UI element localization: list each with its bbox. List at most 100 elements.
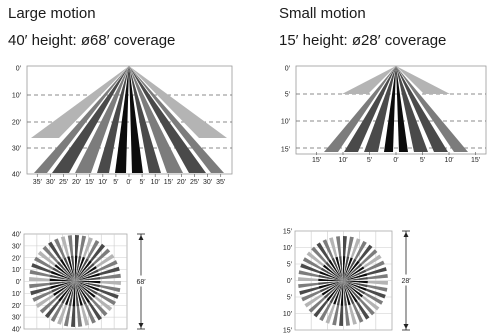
side-y-tick-label: 10′ [12, 93, 22, 100]
diameter-arrow [403, 232, 409, 237]
detection-zone-core [75, 281, 83, 306]
plan-y-tick-label: 15′ [283, 328, 293, 335]
detection-zone-core [335, 256, 343, 281]
detection-beam [384, 66, 396, 152]
plan-y-tick-label: 30′ [12, 315, 22, 322]
detection-zone-core [61, 281, 75, 304]
detection-zone-core [343, 281, 351, 306]
detection-beam [115, 66, 129, 173]
side-x-tick-label: 25′ [190, 179, 200, 186]
detection-zone-core [75, 256, 85, 281]
side-x-tick-label: 20′ [72, 179, 82, 186]
plan-y-tick-label: 5′ [287, 295, 293, 302]
small-motion-side-view: 0′ 5′ 10′ 15′ 15′ 10′ 5′ 0′ 5′ 10′ 15′ [281, 66, 487, 164]
detection-zone-core [75, 263, 95, 281]
detection-zone-core [343, 281, 368, 284]
detection-zone-core [75, 281, 87, 305]
side-x-tick-label: 5′ [113, 179, 119, 186]
detection-zone-core [319, 271, 343, 281]
detection-zone-core [75, 281, 90, 303]
detection-zone-core [343, 257, 353, 281]
side-x-tick-label: 15′ [164, 179, 174, 186]
diameter-arrow [138, 235, 144, 240]
detection-zone-core [75, 273, 100, 281]
detection-zone-core [343, 281, 361, 301]
detection-zone-core [75, 281, 101, 284]
detection-zone-core [65, 281, 75, 306]
side-x-tick-label: 5′ [367, 157, 373, 164]
diameter-label-bg [132, 275, 150, 287]
detection-beam [324, 66, 396, 152]
diameter-label: 68′ [136, 279, 146, 286]
detection-zone-core [329, 281, 343, 304]
detection-zone-core [71, 255, 75, 281]
detection-zone-core [75, 260, 92, 281]
plan-y-tick-label: 10′ [12, 267, 22, 274]
side-x-tick-label: 10′ [151, 179, 161, 186]
side-x-tick-label: 5′ [139, 179, 145, 186]
side-x-tick-label: 10′ [98, 179, 108, 186]
detection-zone-core [343, 258, 357, 281]
detection-beam [396, 66, 468, 152]
plan-y-tick-label: 30′ [12, 243, 22, 250]
large-motion-top-view: 40′ 30′ 20′ 10′ 0′ 10′ 20′ 30′ 40′ 68′ [12, 232, 150, 334]
detection-zone-core [63, 257, 75, 281]
side-x-tick-label: 10′ [338, 157, 348, 164]
side-x-tick-label: 35′ [33, 179, 43, 186]
detection-beam [129, 66, 224, 173]
detection-beam [342, 66, 396, 94]
side-x-tick-label: 15′ [471, 157, 481, 164]
detection-beam [31, 66, 129, 138]
detection-zone-core [336, 281, 343, 306]
detection-zone-core [333, 281, 343, 305]
side-y-tick-label: 20′ [12, 120, 22, 127]
diameter-label-bg [397, 274, 415, 286]
detection-beam [129, 66, 227, 138]
detection-zone-core [57, 261, 75, 281]
detection-zone-core [75, 281, 100, 288]
plan-y-tick-label: 10′ [283, 245, 293, 252]
side-y-tick-label: 15′ [281, 147, 291, 154]
detection-beam [34, 66, 129, 173]
detection-zone-core [318, 278, 343, 281]
detection-zone-core [75, 266, 97, 281]
detection-zone-core [323, 281, 343, 299]
detection-beam [396, 66, 448, 152]
detection-zone-core [325, 261, 343, 281]
large-motion-title: Large motion [8, 5, 96, 22]
detection-zone-core [75, 281, 79, 307]
plan-y-tick-label: 10′ [12, 291, 22, 298]
detection-zone-core [320, 267, 343, 281]
side-x-tick-label: 5′ [420, 157, 426, 164]
detection-zone-core [320, 281, 343, 293]
detection-zone-core [343, 281, 347, 306]
detection-zone-core [343, 281, 358, 303]
plan-y-tick-label: 0′ [287, 278, 293, 285]
side-x-tick-label: 10′ [444, 157, 454, 164]
plan-y-tick-label: 40′ [12, 232, 22, 239]
detection-zone-core [323, 264, 343, 281]
detection-zone-core [68, 281, 75, 306]
detection-zone-core [343, 263, 363, 281]
detection-zone-core [343, 281, 366, 295]
detection-zone-core [343, 281, 363, 298]
detection-zone-core [49, 278, 75, 281]
detection-zone-core [60, 259, 75, 281]
side-x-tick-label: 30′ [203, 179, 213, 186]
detection-zone-core [75, 269, 99, 281]
detection-zone-core [331, 258, 343, 281]
side-x-tick-label: 0′ [126, 179, 132, 186]
detection-zone-core [343, 273, 368, 281]
side-x-tick-label: 25′ [59, 179, 69, 186]
side-x-tick-label: 35′ [216, 179, 226, 186]
plan-y-tick-label: 10′ [283, 311, 293, 318]
detection-zone-core [50, 271, 75, 281]
detection-zone-core [343, 277, 368, 281]
plan-y-tick-label: 0′ [16, 279, 22, 286]
detection-zone-core [50, 274, 75, 281]
side-x-tick-label: 15′ [85, 179, 95, 186]
side-x-tick-label: 20′ [177, 179, 187, 186]
detection-zone-core [54, 264, 75, 281]
plan-y-tick-label: 15′ [283, 229, 293, 236]
